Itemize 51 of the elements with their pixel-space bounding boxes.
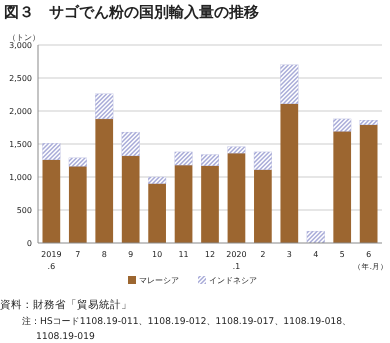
bar <box>306 230 325 244</box>
y-tick-label: 1,000 <box>9 172 32 182</box>
y-tick-label: 1,500 <box>9 140 32 149</box>
x-tick-label: 7 <box>75 250 80 259</box>
y-tick-label: 500 <box>16 206 32 215</box>
x-tick-label: 12 <box>204 250 216 259</box>
chart-title: 図３ サゴでん粉の国別輸入量の推移 <box>4 3 259 21</box>
x-tick-label: 3 <box>286 250 292 259</box>
bar <box>201 166 219 243</box>
x-tick-label: 5 <box>340 250 345 259</box>
x-tick-label: 2019 .6 <box>41 250 62 271</box>
y-tick-label: 2,500 <box>9 74 32 83</box>
x-tick-label: 6 <box>366 250 372 259</box>
bar <box>200 154 220 166</box>
bar <box>122 156 140 243</box>
y-tick-label: 2,000 <box>9 106 32 116</box>
x-tick-label: 2 <box>260 250 266 259</box>
y-tick-label: 3,000 <box>9 40 32 50</box>
x-tick-label: 11 <box>178 250 189 259</box>
x-tick-label: 4 <box>313 250 318 259</box>
legend-label: マレーシア <box>139 276 179 285</box>
bar <box>280 64 298 104</box>
x-tick-label: 8 <box>102 250 107 259</box>
text: 資料：財務省「貿易統計」 <box>0 298 132 311</box>
x-tick-label: 9 <box>128 250 134 259</box>
bar <box>95 94 114 120</box>
bar <box>174 152 193 166</box>
bar <box>174 165 192 243</box>
bar <box>360 120 378 126</box>
bar <box>227 146 246 154</box>
bar <box>42 160 60 243</box>
x-tick-label: 10 <box>152 250 162 259</box>
bar <box>280 104 298 243</box>
y-axis-title: （トン） <box>8 33 40 42</box>
bar <box>360 124 378 243</box>
bar <box>254 152 272 170</box>
y-tick-label: 0 <box>26 238 32 248</box>
bar <box>95 118 114 243</box>
bar <box>333 118 352 132</box>
bar <box>68 166 87 243</box>
text: 注：HSコード1108.19-011、1108.19-012、1108.19-017、1108.19-018、 1108.19-019 <box>22 316 352 342</box>
bar <box>42 143 60 160</box>
bar <box>254 170 272 243</box>
bar <box>148 176 166 184</box>
bar <box>333 131 352 243</box>
bar <box>148 184 166 243</box>
legend-label: インドネシア <box>209 276 257 285</box>
bar <box>228 153 246 243</box>
x-tick-label: 2020 .1 <box>226 250 247 271</box>
bar <box>122 132 140 156</box>
bar <box>68 158 87 167</box>
